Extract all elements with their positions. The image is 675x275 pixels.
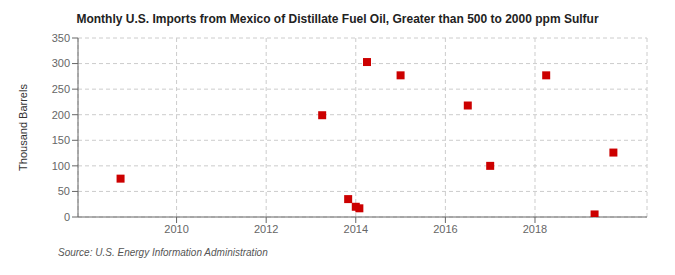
svg-text:300: 300 [52,57,70,69]
svg-text:2016: 2016 [433,223,457,235]
svg-text:50: 50 [58,185,70,197]
svg-text:Thousand Barrels: Thousand Barrels [17,84,29,171]
svg-text:350: 350 [52,32,70,44]
svg-text:2018: 2018 [523,223,547,235]
svg-text:250: 250 [52,83,70,95]
svg-text:100: 100 [52,160,70,172]
html-text:Monthly U.S. Imports from Mexi: Monthly U.S. Imports from Mexico of Dist… [76,12,599,26]
svg-text:2010: 2010 [164,223,188,235]
svg-text:200: 200 [52,109,70,121]
svg-text:150: 150 [52,134,70,146]
svg-text:2012: 2012 [254,223,278,235]
html-text:Source: U.S. Energy Informatio: Source: U.S. Energy Information Administ… [58,247,268,258]
svg-text:2014: 2014 [344,223,368,235]
svg-text:0: 0 [64,211,70,223]
